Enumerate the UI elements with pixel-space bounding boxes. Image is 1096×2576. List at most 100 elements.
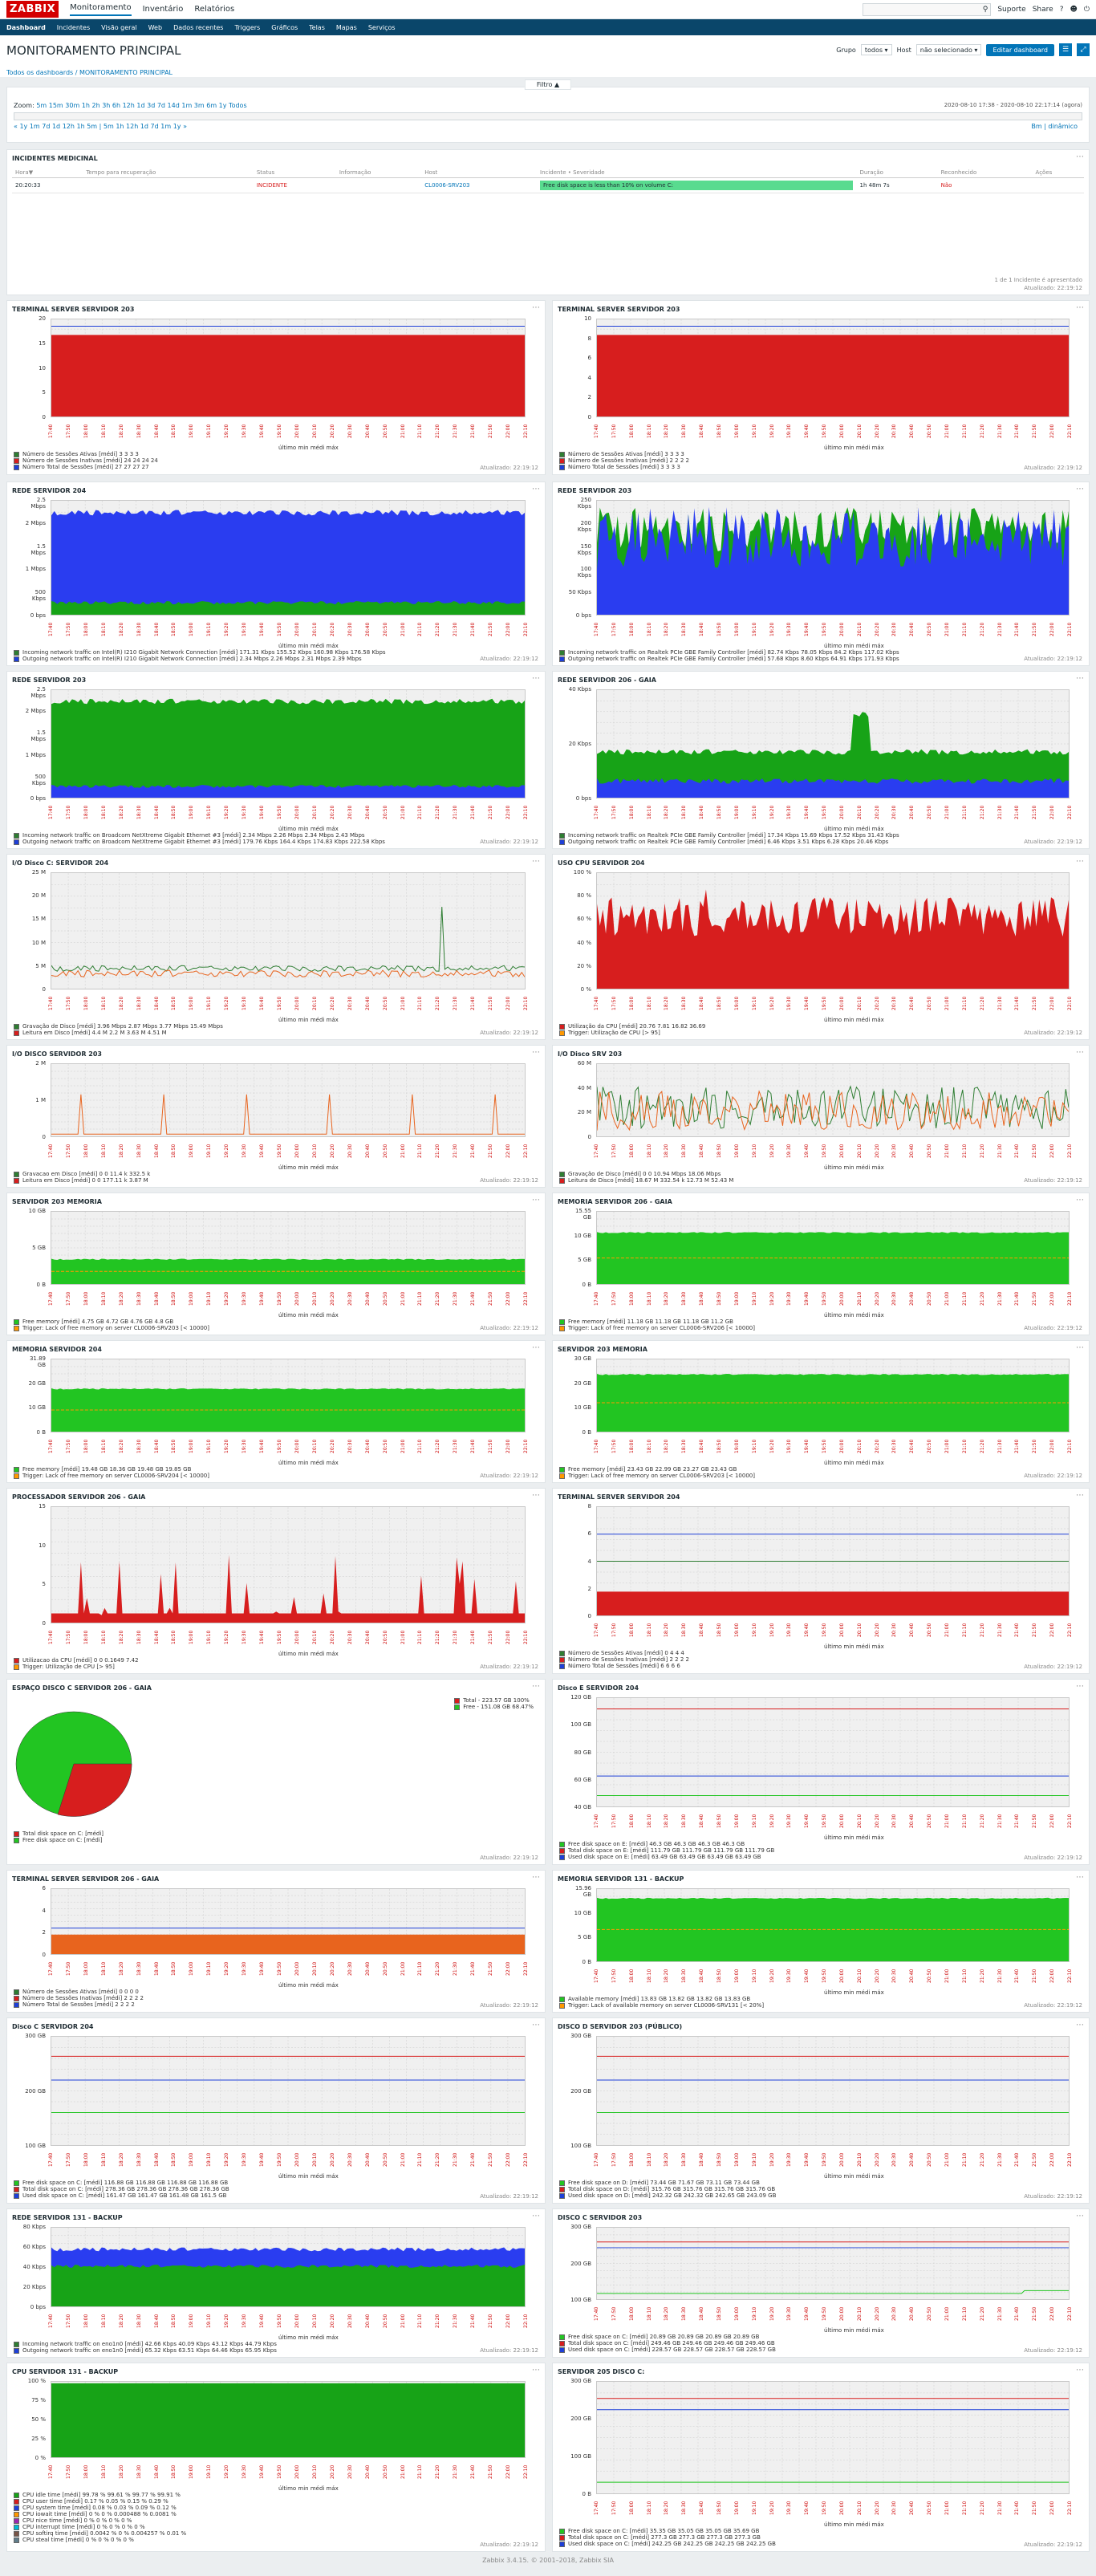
time-nav-link[interactable]: « [14, 123, 20, 130]
subnav-item-mapas[interactable]: Mapas [335, 23, 357, 31]
widget-menu-icon[interactable]: ⋯ [532, 674, 540, 683]
menu-monitoring[interactable]: Monitoramento [70, 3, 132, 16]
zoom-link[interactable]: 1m [181, 102, 194, 109]
filter-tab[interactable]: Filtro ▲ [524, 79, 572, 90]
search-input[interactable]: ⚲ [863, 3, 992, 16]
zoom-link[interactable]: 14d [167, 102, 182, 109]
list-icon[interactable]: ☰ [1059, 43, 1072, 56]
zoom-link[interactable]: 1d [136, 102, 148, 109]
fullscreen-icon[interactable]: ⤢ [1077, 43, 1090, 56]
power-icon[interactable]: ⏻ [1083, 6, 1090, 14]
table-header[interactable]: Incidente • Severidade [537, 168, 857, 178]
table-header[interactable]: Reconhecido [937, 168, 1033, 178]
widget-menu-icon[interactable]: ⋯ [532, 1873, 540, 1882]
widget-menu-icon[interactable]: ⋯ [1076, 674, 1084, 683]
menu-inventory[interactable]: Inventário [142, 5, 184, 14]
widget-menu-icon[interactable]: ⋯ [1076, 2212, 1084, 2220]
widget-menu-icon[interactable]: ⋯ [1076, 1196, 1084, 1205]
zoom-link[interactable]: 3m [193, 102, 207, 109]
subnav-item-incidentes[interactable]: Incidentes [56, 23, 91, 31]
zoom-link[interactable]: 15m [48, 102, 66, 109]
subnav-item-telas[interactable]: Telas [309, 23, 325, 31]
time-nav-link[interactable]: 1y [173, 123, 184, 130]
widget-menu-icon[interactable]: ⋯ [1076, 2021, 1084, 2030]
widget-menu-icon[interactable]: ⋯ [532, 2366, 540, 2375]
zoom-link[interactable]: 3h [102, 102, 112, 109]
zoom-link[interactable]: Todos [229, 102, 247, 109]
zoom-link[interactable]: 1h [81, 102, 92, 109]
zoom-link[interactable]: 7d [156, 102, 168, 109]
table-header[interactable]: Ações [1032, 168, 1084, 178]
help-icon[interactable]: ? [1059, 6, 1064, 14]
dynamic-label[interactable]: dinâmico [1048, 123, 1078, 130]
widget-menu-icon[interactable]: ⋯ [1076, 1048, 1084, 1057]
widget-menu-icon[interactable]: ⋯ [1076, 303, 1084, 312]
problem-host[interactable]: CL0006-SRV203 [421, 177, 537, 193]
time-nav-link[interactable]: 1d [51, 123, 63, 130]
zoom-link[interactable]: 30m [65, 102, 82, 109]
group-select[interactable]: todos ▾ [860, 44, 892, 55]
time-nav-link[interactable]: 1m [29, 123, 43, 130]
host-select[interactable]: não selecionado ▾ [915, 44, 982, 55]
widget-menu-icon[interactable]: ⋯ [532, 2212, 540, 2220]
menu-reports[interactable]: Relatórios [194, 5, 235, 14]
time-nav-link[interactable]: 1d [140, 123, 151, 130]
widget-menu-icon[interactable]: ⋯ [1076, 1682, 1084, 1691]
breadcrumb-current[interactable]: MONITORAMENTO PRINCIPAL [79, 69, 173, 76]
share-link[interactable]: Share [1032, 6, 1053, 14]
edit-dashboard-button[interactable]: Editar dashboard [986, 43, 1054, 56]
time-nav-link[interactable]: 1m [160, 123, 173, 130]
widget-menu-icon[interactable]: ⋯ [1076, 2366, 1084, 2375]
time-nav-link[interactable]: 7d [42, 123, 52, 130]
table-header[interactable]: Informação [335, 168, 422, 178]
time-nav-link[interactable]: 1h [76, 123, 87, 130]
time-nav-link[interactable]: 12h [62, 123, 77, 130]
widget-menu-icon[interactable]: ⋯ [1076, 1873, 1084, 1882]
search-icon[interactable]: ⚲ [982, 6, 988, 14]
user-icon[interactable]: ☻ [1070, 6, 1078, 14]
problem-ack[interactable]: Não [937, 177, 1033, 193]
zoom-link[interactable]: 6h [112, 102, 123, 109]
zoom-link[interactable]: 6m [206, 102, 219, 109]
time-nav-link[interactable]: 5m [103, 123, 116, 130]
widget-menu-icon[interactable]: ⋯ [532, 1196, 540, 1205]
table-row[interactable]: 20:20:33 INCIDENTE CL0006-SRV203 Free di… [12, 177, 1084, 193]
widget-menu-icon[interactable]: ⋯ [532, 1343, 540, 1352]
widget-menu-icon[interactable]: ⋯ [532, 1048, 540, 1057]
subnav-item-serviços[interactable]: Serviços [367, 23, 396, 31]
time-slider[interactable] [14, 112, 1082, 120]
subnav-item-gráficos[interactable]: Gráficos [271, 23, 298, 31]
support-link[interactable]: Suporte [997, 6, 1026, 14]
time-nav-link[interactable]: | [99, 123, 104, 130]
subnav-item-web[interactable]: Web [148, 23, 163, 31]
widget-menu-icon[interactable]: ⋯ [532, 857, 540, 866]
time-nav-link[interactable]: 5m [87, 123, 99, 130]
zoom-link[interactable]: 1y [218, 102, 229, 109]
problem-severity[interactable]: Free disk space is less than 10% on volu… [540, 181, 854, 190]
subnav-item-visão-geral[interactable]: Visão geral [101, 23, 137, 31]
time-nav-link[interactable]: 1h [116, 123, 127, 130]
widget-menu-icon[interactable]: ⋯ [1076, 1343, 1084, 1352]
widget-menu-icon[interactable]: ⋯ [532, 1682, 540, 1691]
table-header[interactable]: Tempo para recuperação [83, 168, 254, 178]
widget-menu-icon[interactable]: ⋯ [1076, 152, 1084, 161]
table-header[interactable]: Host [421, 168, 537, 178]
widget-menu-icon[interactable]: ⋯ [532, 2021, 540, 2030]
subnav-item-dados-recentes[interactable]: Dados recentes [173, 23, 224, 31]
zoom-link[interactable]: 3d [147, 102, 157, 109]
zoom-link[interactable]: 5m [36, 102, 49, 109]
table-header[interactable]: Duração [856, 168, 938, 178]
time-nav-link[interactable]: » [183, 123, 187, 130]
zabbix-logo[interactable]: ZABBIX [6, 1, 59, 18]
widget-menu-icon[interactable]: ⋯ [532, 1491, 540, 1500]
fixed-label[interactable]: Bm [1031, 123, 1042, 130]
problem-time[interactable]: 20:20:33 [12, 177, 83, 193]
zoom-link[interactable]: 12h [122, 102, 137, 109]
widget-menu-icon[interactable]: ⋯ [1076, 485, 1084, 494]
widget-menu-icon[interactable]: ⋯ [1076, 1491, 1084, 1500]
table-header[interactable]: Status [253, 168, 336, 178]
widget-menu-icon[interactable]: ⋯ [1076, 857, 1084, 866]
table-header[interactable]: Hora▼ [12, 168, 83, 178]
subnav-item-dashboard[interactable]: Dashboard [6, 23, 46, 31]
breadcrumb-all-dashboards[interactable]: Todos os dashboards [6, 69, 74, 76]
